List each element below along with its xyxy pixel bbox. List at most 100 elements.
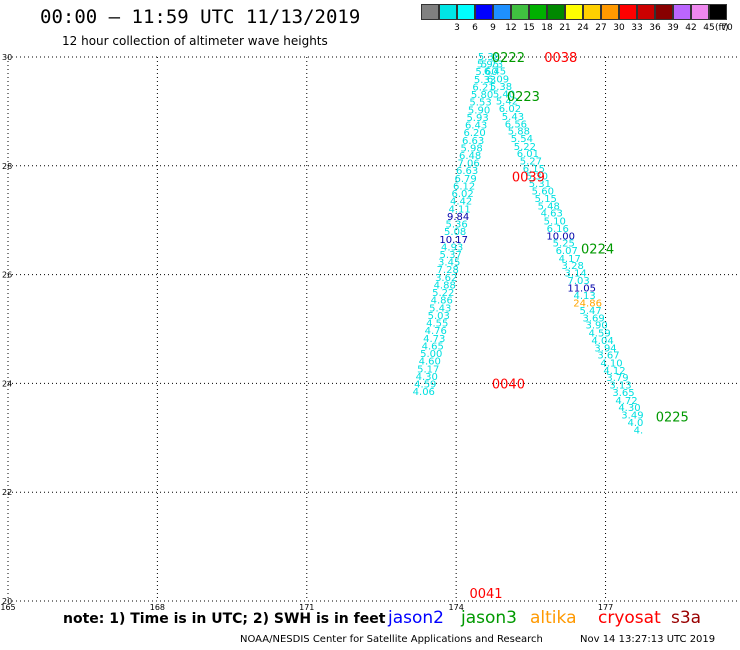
pass-time-label: 0224 <box>581 242 614 257</box>
wave-height-value: 4.59 <box>414 379 436 390</box>
wave-height-value: 4.59 <box>588 328 610 339</box>
wave-height-value: 4.30 <box>618 403 640 414</box>
note-text: note: 1) Time is in UTC; 2) SWH is in fe… <box>63 611 386 627</box>
satellite-jason3: jason3 <box>461 608 517 628</box>
lat-tick-label: 26 <box>2 271 12 280</box>
pass-time-label: 0038 <box>544 51 577 66</box>
wave-height-value: 6.79 <box>454 174 476 185</box>
lat-tick-label: 28 <box>2 162 12 171</box>
wave-height-value: 5.48 <box>538 202 560 213</box>
wave-height-value: 5.60 <box>532 186 554 197</box>
wave-height-value: 3.28 <box>562 261 584 272</box>
legend-swatch <box>565 4 583 20</box>
legend-swatch <box>601 4 619 20</box>
wave-height-value: 5.38 <box>478 52 500 63</box>
legend-label: 39 <box>667 23 679 33</box>
wave-height-value: 4.86 <box>431 296 453 307</box>
wave-height-value: 5.10 <box>544 216 566 227</box>
wave-height-value: 6.20 <box>463 128 485 139</box>
satellite-cryosat: cryosat <box>598 608 661 628</box>
legend-label: 24 <box>577 23 589 33</box>
legend-swatch <box>709 4 727 20</box>
wave-height-value: 5.33 <box>474 75 496 86</box>
wave-height-value: 3.79 <box>606 373 628 384</box>
wave-height-value: 3.14 <box>565 269 587 280</box>
lon-tick-label: 177 <box>598 603 613 612</box>
wave-height-value: 6.09 <box>487 74 509 85</box>
wave-height-value: 5.88 <box>508 127 530 138</box>
legend-label: 36 <box>649 23 661 33</box>
wave-height-value: 5.43 <box>502 112 524 123</box>
wave-height-value: 3.67 <box>597 351 619 362</box>
legend-swatch <box>673 4 691 20</box>
legend-label: 27 <box>595 23 607 33</box>
legend-swatch <box>457 4 475 20</box>
wave-height-value: 4.42 <box>450 197 472 208</box>
wave-height-value: 5.38 <box>490 82 512 93</box>
legend-swatch <box>637 4 655 20</box>
wave-height-value: 4.63 <box>541 209 563 220</box>
pass-time-label: 0039 <box>512 171 545 186</box>
wave-height-value: 5.93 <box>466 113 488 124</box>
lon-tick-label: 171 <box>299 603 314 612</box>
page-title: 00:00 – 11:59 UTC 11/13/2019 <box>40 6 361 28</box>
legend-label: 15 <box>523 23 535 33</box>
wave-height-value: 4.0 <box>627 418 643 429</box>
legend-label: 33 <box>631 23 643 33</box>
wave-height-value: 4.55 <box>426 319 448 330</box>
wave-height-value: 3.62 <box>435 273 457 284</box>
wave-height-value: 10.00 <box>546 232 575 243</box>
wave-height-value: 10.17 <box>439 235 468 246</box>
lat-tick-label: 20 <box>2 597 12 606</box>
legend-swatch <box>421 4 439 20</box>
legend-label: 70 <box>721 23 733 33</box>
wave-height-value: 5.25 <box>553 239 575 250</box>
legend-label: 6 <box>472 23 478 33</box>
wave-height-value: 6.02 <box>499 104 521 115</box>
legend-swatch <box>619 4 637 20</box>
lat-tick-label: 30 <box>2 53 12 62</box>
wave-height-value: 4. <box>634 426 644 437</box>
wave-height-value: 3.45 <box>438 258 460 269</box>
wave-height-value: 24.86 <box>573 298 602 309</box>
credit-text: NOAA/NESDIS Center for Satellite Applica… <box>240 634 543 645</box>
wave-height-value: 5.53 <box>469 98 491 109</box>
wave-height-value: 6.43 <box>465 121 487 132</box>
wave-height-value: 5.08 <box>444 227 466 238</box>
wave-height-value: 5.03 <box>428 311 450 322</box>
legend-label: 45 <box>703 23 715 33</box>
wave-height-value: 5.73 <box>481 60 503 71</box>
wave-height-value: 7.03 <box>568 276 590 287</box>
legend-swatch <box>547 4 565 20</box>
legend-swatch <box>493 4 511 20</box>
wave-height-value: 5.15 <box>535 194 557 205</box>
legend-label: 9 <box>490 23 496 33</box>
wave-height-value: 5.42 <box>496 97 518 108</box>
wave-height-value: 6.45 <box>484 67 506 78</box>
pass-time-label: 0223 <box>507 90 540 105</box>
wave-height-value: 6.16 <box>547 224 569 235</box>
legend-label: 42 <box>685 23 697 33</box>
pass-time-label: 0041 <box>469 587 502 602</box>
pass-labels: 0222 0038 0223 0039 0224 0040 0225 0041 <box>469 51 688 602</box>
wave-height-value: 4.17 <box>559 254 581 265</box>
lon-tick-label: 174 <box>449 603 464 612</box>
wave-height-value: 4.60 <box>419 357 441 368</box>
wave-height-value: 5.27 <box>520 156 542 167</box>
legend-swatch <box>583 4 601 20</box>
pass-time-label: 0040 <box>492 377 525 392</box>
wave-height-value: 5.40 <box>493 90 515 101</box>
wave-height-value: 4.11 <box>449 204 471 215</box>
wave-height-value: 4.13 <box>574 291 596 302</box>
legend-swatch <box>475 4 493 20</box>
wave-height-value: 5.37 <box>440 250 462 261</box>
lon-tick-label: 168 <box>150 603 165 612</box>
wave-height-value: 5.80 <box>471 90 493 101</box>
wave-height-value: 3.49 <box>621 410 643 421</box>
wave-height-value: 5.98 <box>460 143 482 154</box>
page-subtitle: 12 hour collection of altimeter wave hei… <box>62 34 328 48</box>
wave-height-tracks: 5.385.736.456.095.385.405.426.025.436.56… <box>413 52 644 437</box>
legend-swatch <box>439 4 457 20</box>
map-grid <box>7 56 740 602</box>
